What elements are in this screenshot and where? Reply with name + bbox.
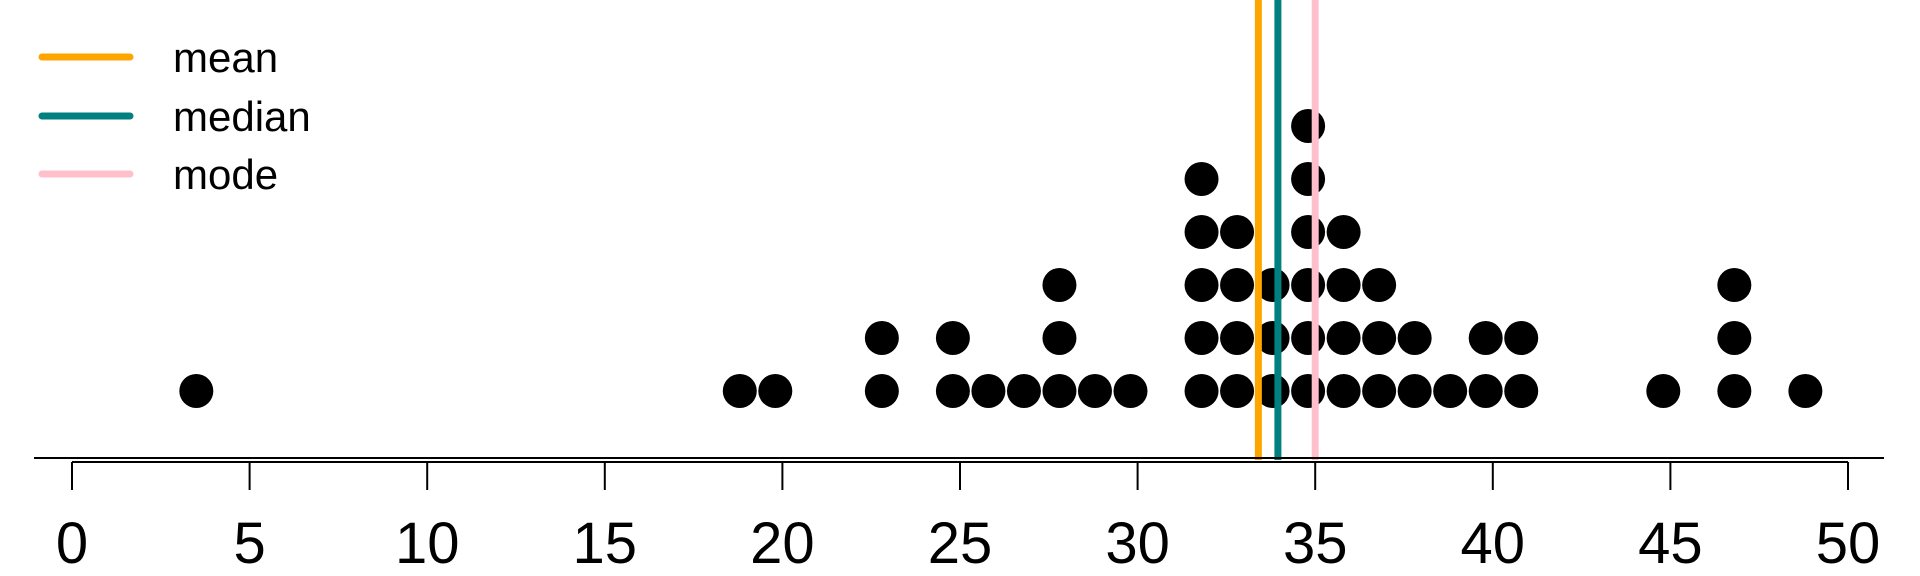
data-point (1788, 374, 1823, 408)
data-point (1362, 374, 1397, 408)
legend: mean median mode (38, 34, 311, 198)
data-point (1291, 374, 1326, 408)
data-point (1291, 268, 1326, 302)
data-point (1291, 215, 1326, 249)
data-point (935, 321, 970, 355)
x-axis: 0 5 10 15 20 25 30 35 40 45 50 (34, 457, 1884, 576)
data-point (1042, 268, 1077, 302)
data-point (1220, 374, 1255, 408)
data-point (1326, 374, 1361, 408)
data-point (1042, 374, 1077, 408)
x-tick-label: 5 (233, 511, 265, 576)
data-point (864, 374, 899, 408)
data-point (1220, 215, 1255, 249)
data-point (1646, 374, 1681, 408)
data-point (1184, 268, 1219, 302)
x-tick-label: 25 (928, 511, 993, 576)
data-point (1184, 321, 1219, 355)
data-point (1220, 268, 1255, 302)
x-tick-label: 35 (1283, 511, 1348, 576)
data-point (1468, 321, 1503, 355)
data-point (1006, 374, 1041, 408)
data-point (1717, 321, 1752, 355)
data-point (1184, 374, 1219, 408)
data-point (935, 374, 970, 408)
data-point (1042, 321, 1077, 355)
data-point (1362, 268, 1397, 302)
data-point (1077, 374, 1112, 408)
legend-label-median: median (173, 93, 311, 140)
data-point (1113, 374, 1148, 408)
x-tick-label: 20 (750, 511, 815, 576)
data-point (1184, 215, 1219, 249)
data-point (971, 374, 1006, 408)
data-point (179, 374, 214, 408)
data-point (722, 374, 757, 408)
data-point (1717, 374, 1752, 408)
data-point (1504, 321, 1539, 355)
data-point (1291, 321, 1326, 355)
data-point (1362, 321, 1397, 355)
x-tick-label: 15 (573, 511, 638, 576)
data-point (1291, 162, 1326, 196)
data-point (1397, 374, 1432, 408)
data-point (1326, 268, 1361, 302)
data-point (1326, 215, 1361, 249)
x-tick-label: 45 (1638, 511, 1703, 576)
legend-label-mean: mean (173, 34, 278, 81)
x-tick-label: 50 (1816, 511, 1881, 576)
data-point (1220, 321, 1255, 355)
data-point (1326, 321, 1361, 355)
data-point (758, 374, 793, 408)
data-point (1397, 321, 1432, 355)
data-point (1504, 374, 1539, 408)
x-tick-label: 0 (56, 511, 88, 576)
data-point (1433, 374, 1468, 408)
x-tick-label: 30 (1105, 511, 1170, 576)
x-tick-label: 10 (395, 511, 460, 576)
stat-lines-layer (1254, 0, 1319, 460)
legend-label-mode: mode (173, 151, 278, 198)
dots-layer (179, 109, 1823, 408)
data-point (1717, 268, 1752, 302)
data-point (1468, 374, 1503, 408)
data-point (1184, 162, 1219, 196)
data-point (864, 321, 899, 355)
x-tick-label: 40 (1461, 511, 1526, 576)
data-point (1291, 109, 1326, 143)
